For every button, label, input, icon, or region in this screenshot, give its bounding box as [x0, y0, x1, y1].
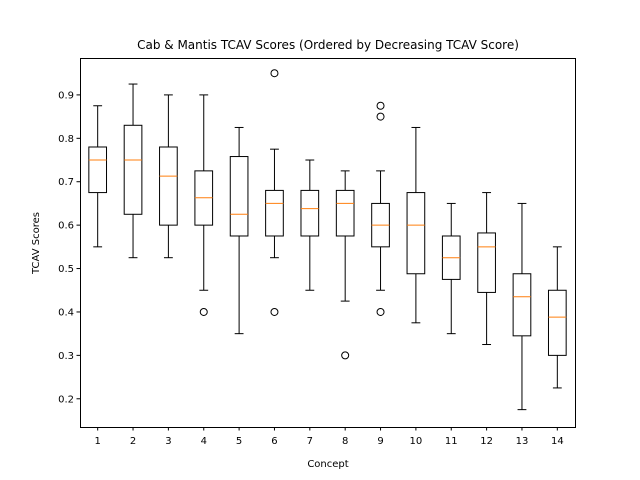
y-tick-label: 0.6	[58, 221, 74, 232]
x-tick-label: 6	[271, 436, 277, 447]
y-tick-label: 0.3	[58, 351, 74, 362]
iqr-box	[300, 189, 320, 237]
box-group-14	[547, 246, 567, 389]
iqr-box	[335, 189, 355, 237]
x-tick-label: 14	[551, 436, 564, 447]
iqr-box	[123, 124, 143, 215]
x-tick-label: 2	[130, 436, 136, 447]
outlier-point	[199, 307, 208, 316]
x-tick-label: 13	[516, 436, 529, 447]
iqr-box	[406, 192, 426, 275]
box-group-1	[88, 105, 108, 248]
box-group-2	[123, 83, 143, 259]
chart-title: Cab & Mantis TCAV Scores (Ordered by Dec…	[137, 38, 519, 52]
iqr-box	[477, 232, 496, 293]
x-tick-label: 3	[165, 436, 171, 447]
x-tick-label: 5	[236, 436, 242, 447]
iqr-box	[88, 146, 108, 194]
box-group-8	[335, 170, 355, 360]
box-group-3	[159, 94, 178, 259]
box-group-10	[406, 126, 426, 324]
iqr-box	[265, 189, 284, 237]
outlier-point	[376, 101, 385, 110]
x-tick-label: 1	[94, 436, 100, 447]
box-group-12	[477, 192, 496, 346]
outlier-point	[341, 351, 350, 360]
x-axis-label: Concept	[307, 459, 348, 470]
x-tick-label: 12	[480, 436, 493, 447]
y-tick-label: 0.5	[58, 264, 74, 275]
x-tick-label: 9	[377, 436, 383, 447]
box-group-4	[194, 94, 214, 316]
y-tick-label: 0.9	[58, 90, 74, 101]
box-group-13	[512, 202, 532, 411]
box-group-9	[371, 101, 390, 316]
plot-area	[88, 69, 567, 411]
outlier-point	[376, 112, 385, 121]
plot-frame	[80, 58, 576, 428]
y-tick-label: 0.4	[58, 307, 74, 318]
y-tick-label: 0.2	[58, 394, 74, 405]
iqr-box	[512, 273, 532, 337]
y-axis-label: TCAV Scores	[31, 212, 42, 275]
outlier-point	[270, 69, 279, 78]
x-tick-label: 7	[307, 436, 313, 447]
box-group-5	[229, 126, 249, 335]
outlier-point	[270, 307, 279, 316]
iqr-box	[547, 289, 567, 356]
y-tick-label: 0.7	[58, 177, 74, 188]
x-tick-label: 8	[342, 436, 348, 447]
box-group-7	[300, 159, 320, 291]
x-tick-label: 10	[410, 436, 423, 447]
x-tick-label: 4	[201, 436, 207, 447]
iqr-box	[159, 146, 178, 226]
x-tick-label: 11	[445, 436, 458, 447]
box-group-6	[265, 69, 284, 316]
outlier-point	[376, 307, 385, 316]
y-tick-label: 0.8	[58, 134, 74, 145]
iqr-box	[229, 156, 249, 237]
box-group-11	[441, 202, 461, 335]
